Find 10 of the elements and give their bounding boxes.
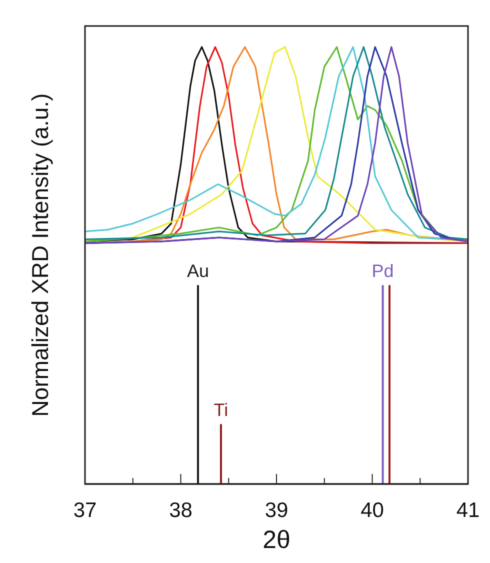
x-tick-label: 39 (264, 498, 288, 522)
x-tick-label: 37 (73, 498, 97, 522)
x-axis-title: 2θ (262, 526, 290, 554)
x-tick-label: 38 (169, 498, 192, 522)
annotation: Ti (214, 400, 228, 420)
annotation: Pd (372, 261, 394, 282)
annotation: Au (186, 261, 209, 282)
x-tick-label: 40 (360, 498, 384, 522)
y-axis-title: Normalized XRD Intensity (a.u.) (27, 93, 53, 417)
x-tick-label: 41 (456, 498, 480, 522)
